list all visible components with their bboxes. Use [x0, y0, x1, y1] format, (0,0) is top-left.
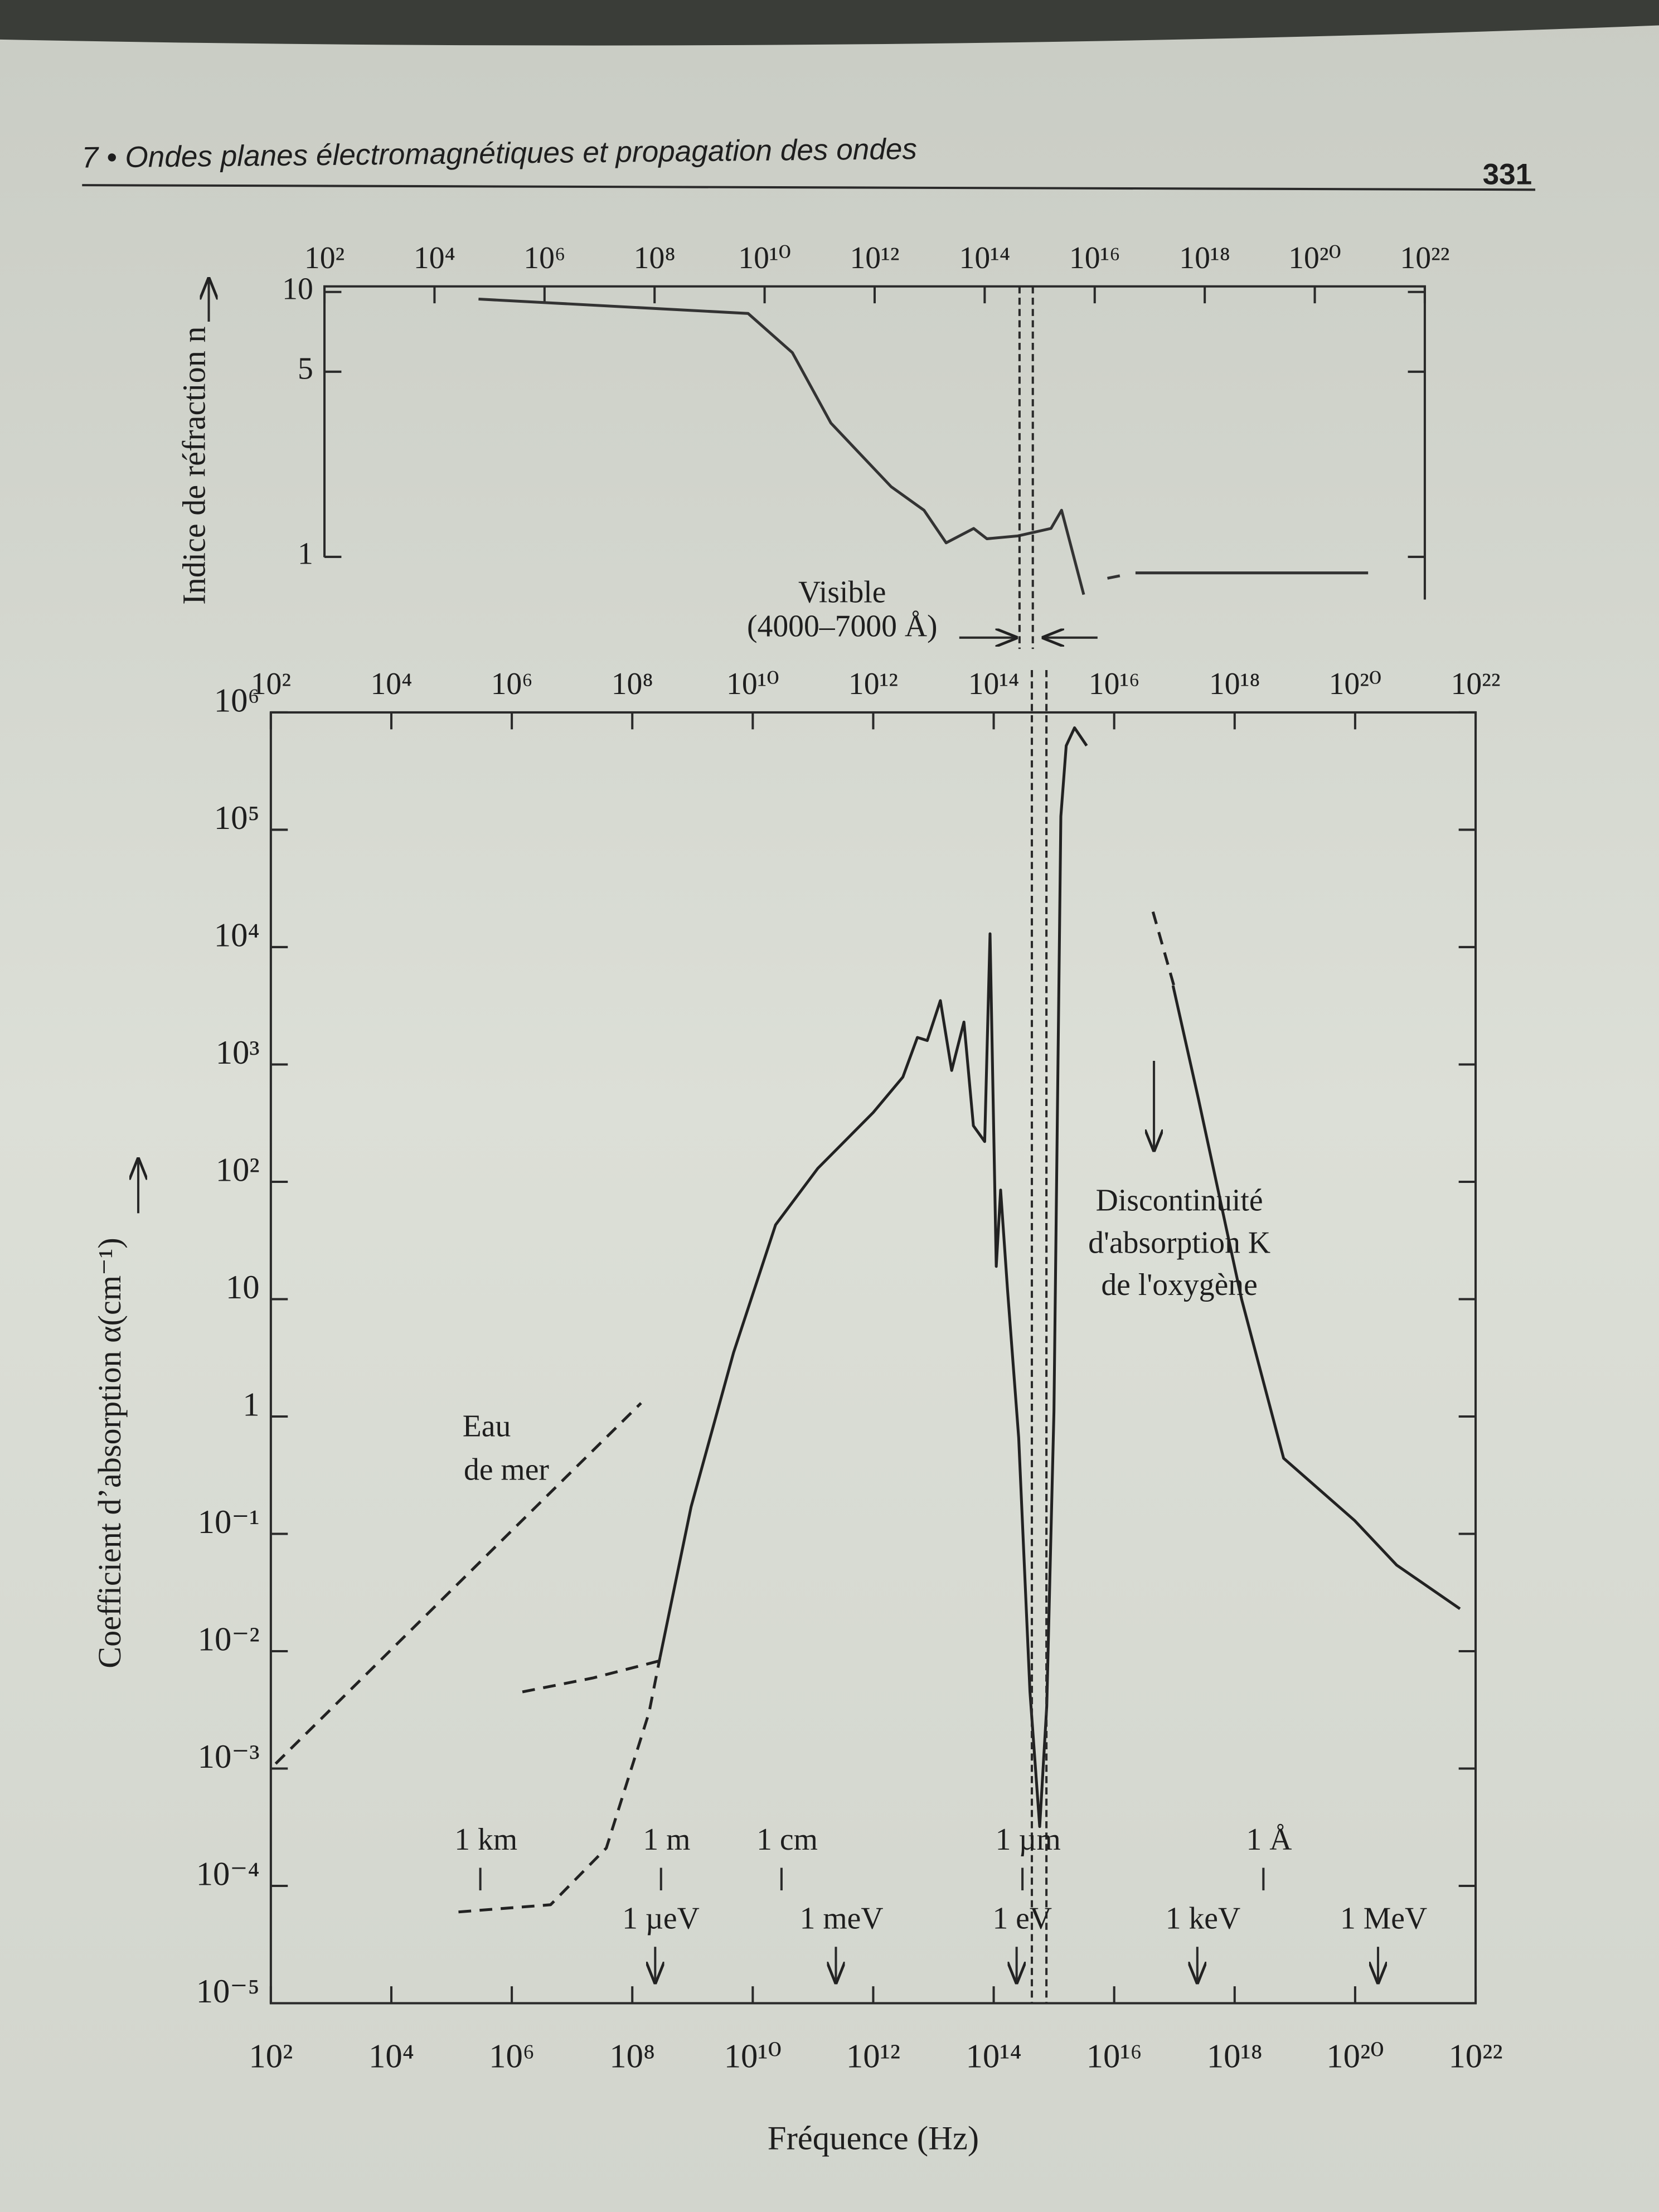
y-tick-label: 10⁵ — [214, 799, 260, 837]
x-tick-label: 10¹² — [850, 241, 899, 275]
y-tick-label: 10 — [226, 1269, 260, 1306]
y-tick-label: 10⁻⁵ — [196, 1973, 260, 2010]
data-line — [658, 726, 1461, 1828]
energy-label: 1 meV — [800, 1901, 884, 1936]
x-tick-label: 10²² — [1400, 241, 1449, 275]
y-tick-label: 10⁻¹ — [198, 1503, 260, 1541]
sea-water-label: de mer — [464, 1453, 549, 1487]
wavelength-label: 1 km — [454, 1822, 517, 1857]
x-tick-label: 10¹⁰ — [738, 241, 791, 275]
x-tick-label: 10¹⁴ — [966, 2038, 1022, 2075]
x-tick-label: 10¹⁰ — [726, 667, 779, 701]
header-rule — [82, 184, 1536, 191]
data-line — [458, 911, 1176, 1914]
x-tick-label: 10¹⁶ — [1089, 667, 1140, 701]
x-tick-label: 10¹² — [848, 667, 898, 701]
x-tick-label: 10¹⁸ — [1209, 667, 1260, 701]
energy-label: 1 MeV — [1340, 1901, 1427, 1936]
x-tick-label: 10⁸ — [634, 241, 676, 275]
wavelength-label: 1 µm — [996, 1822, 1061, 1857]
x-tick-label: 10²⁰ — [1288, 241, 1341, 275]
page-shadow — [0, 0, 1659, 46]
x-tick-label: 10² — [249, 2038, 293, 2075]
x-tick-label: 10¹⁴ — [968, 667, 1020, 701]
y-tick-label: 10⁻⁴ — [196, 1856, 260, 1893]
y-axis-label: Coefficient d’absorption α(cm⁻¹) — [91, 1238, 128, 1668]
x-axis-label: Fréquence (Hz) — [768, 2119, 979, 2157]
x-tick-label: 10⁸ — [612, 667, 653, 701]
data-line — [274, 1402, 642, 1765]
x-tick-label: 10² — [304, 241, 345, 275]
x-tick-label: 10⁶ — [523, 241, 565, 275]
x-tick-label: 10²⁰ — [1329, 667, 1382, 701]
x-tick-label: 10¹⁶ — [1086, 2038, 1142, 2075]
x-tick-label: 10⁴ — [370, 667, 412, 701]
wavelength-label: 1 m — [643, 1822, 690, 1857]
x-tick-label: 10⁴ — [414, 241, 455, 275]
y-axis-label: Indice de réfraction n — [176, 327, 212, 605]
x-tick-label: 10¹⁴ — [959, 241, 1010, 275]
x-tick-label: 10¹⁶ — [1069, 241, 1120, 275]
x-tick-label: 10¹⁸ — [1207, 2038, 1263, 2075]
energy-label: 1 µeV — [622, 1901, 700, 1936]
x-tick-label: 10⁸ — [609, 2038, 655, 2075]
x-tick-label: 10²⁰ — [1326, 2038, 1384, 2075]
y-tick-label: 10³ — [216, 1034, 260, 1071]
page-number: 331 — [1483, 158, 1532, 191]
y-tick-label: 10⁻² — [198, 1621, 260, 1658]
y-tick-label: 10 — [282, 272, 313, 307]
y-tick-label: 1 — [298, 537, 313, 571]
visible-label: (4000–7000 Å) — [747, 609, 938, 643]
y-tick-label: 10⁶ — [214, 682, 260, 720]
wavelength-label: 1 cm — [756, 1822, 818, 1857]
x-tick-label: 10⁶ — [491, 667, 533, 701]
sea-water-label: Eau — [463, 1409, 511, 1443]
k-edge-label: Discontinuité — [1096, 1183, 1263, 1217]
data-line — [478, 297, 1369, 595]
energy-label: 1 eV — [992, 1901, 1052, 1936]
k-edge-label: d'absorption K — [1088, 1225, 1270, 1260]
visible-label: Visible — [798, 575, 886, 610]
x-tick-label: 10² — [251, 667, 291, 701]
x-tick-label: 10¹⁸ — [1179, 241, 1230, 275]
x-tick-label: 10¹⁰ — [724, 2038, 782, 2075]
x-tick-label: 10¹² — [846, 2038, 900, 2075]
y-tick-label: 5 — [298, 352, 313, 386]
y-tick-label: 10⁴ — [214, 917, 260, 954]
data-line — [1107, 573, 1128, 580]
x-tick-label: 10⁴ — [368, 2038, 414, 2075]
k-edge-label: de l'oxygène — [1101, 1268, 1257, 1302]
x-tick-label: 10⁶ — [489, 2038, 535, 2075]
energy-label: 1 keV — [1166, 1901, 1240, 1936]
x-tick-label: 10²² — [1451, 667, 1501, 701]
wavelength-label: 1 Å — [1246, 1822, 1292, 1857]
y-tick-label: 10⁻³ — [198, 1738, 260, 1776]
y-tick-label: 1 — [242, 1386, 259, 1424]
x-tick-label: 10²² — [1448, 2038, 1502, 2075]
y-tick-label: 10² — [216, 1152, 260, 1189]
